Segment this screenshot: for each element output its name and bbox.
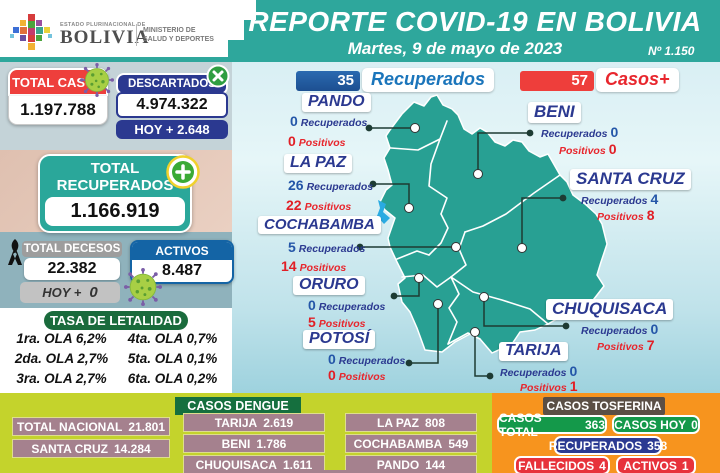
daily-recuperados-label: Recuperados [362,68,495,92]
tosferina-fallecidos: FALLECIDOS 4 [514,456,610,473]
page-title: REPORTE COVID-19 EN BOLIVIA [248,6,702,37]
dept-santacruz-positivos: Positivos 8 [597,207,655,223]
total-recuperados-card: TOTAL RECUPERADOS 1.166.919 [38,154,192,233]
dept-lapaz-recuperados: 26 Recuperados [288,177,374,193]
dept-potosi-recuperados: 0 Recuperados [328,351,406,367]
bottom-panel: CASOS DENGUE TOTAL NACIONAL 21.801 SANTA … [0,393,720,473]
dept-oruro-label: ORURO [293,276,365,295]
dept-santacruz-recuperados: Recuperados 4 [581,191,659,207]
dept-cochabamba-recuperados: 5 Recuperados [288,239,366,255]
logo-ministry-name: MINISTERIO DE SALUD Y DEPORTES [143,27,214,43]
dept-cochabamba-label: COCHABAMBA [258,216,381,234]
virus-icon [80,63,114,97]
dept-lapaz-positivos: 22 Positivos [286,197,352,213]
logo-pretitle: ESTADO PLURINACIONAL DE [60,22,146,28]
dengue-row-cochabamba: COCHABAMBA 549 [345,434,477,453]
letalidad-cell: 3ra. OLA 2,7% [16,371,107,386]
dept-tarija-label: TARIJA [499,342,568,361]
dept-beni-recuperados: Recuperados 0 [541,124,619,140]
header-step-shape [228,0,244,40]
dept-chuquisaca-recuperados: Recuperados 0 [581,321,659,337]
dengue-title: CASOS DENGUE [175,397,301,415]
report-date: Martes, 9 de mayo de 2023 [347,39,563,58]
tosferina-casos-hoy: CASOS HOY 0 [612,415,700,434]
daily-casos-label: Casos+ [596,68,679,92]
bottom-partial-row [186,470,450,473]
dept-beni-label: BENI [528,102,581,123]
dengue-row-pando: PANDO 144 [345,455,477,473]
virus-icon [124,268,162,306]
ministry-logo-block: ESTADO PLURINACIONAL DE BOLIVIA MINISTER… [0,0,228,57]
dengue-row-chuquisaca: CHUQUISACA 1.611 [183,455,325,473]
bolivia-emblem-icon [10,14,52,50]
tosferina-title: CASOS TOSFERINA [543,397,665,415]
activos-card: ACTIVOS 8.487 [130,240,234,284]
total-casos-value: 1.197.788 [8,96,108,125]
total-decesos-label: TOTAL DECESOS [22,241,122,257]
circle-plus-icon [166,155,200,189]
dept-santacruz-label: SANTA CRUZ [570,169,691,190]
report-number: Nº 1.150 [648,44,695,58]
letalidad-cell: 1ra. OLA 6,2% [16,331,107,346]
logo-country-name: BOLIVIA [60,27,150,48]
dept-pando-positivos: 0 Positivos [288,133,346,149]
circle-x-icon [206,64,230,88]
letalidad-cell: 5ta. OLA 0,1% [127,351,218,366]
dengue-row-beni: BENI 1.786 [183,434,325,453]
dept-tarija-recuperados: Recuperados 0 [500,363,578,379]
logo-divider [136,24,137,46]
dengue-row-santacruz: SANTA CRUZ 14.284 [12,439,170,458]
dept-chuquisaca-label: CHUQUISACA [546,299,674,320]
dept-pando-recuperados: 0 Recuperados [290,113,368,129]
descartados-card: DESCARTADOS 4.974.322 HOY + 2.648 [116,73,228,139]
header-step-shape [244,0,256,20]
dengue-row-tarija: TARIJA 2.619 [183,413,325,432]
dengue-row-lapaz: LA PAZ 808 [345,413,477,432]
decesos-today: HOY +0 [20,282,120,303]
tosferina-panel: CASOS TOSFERINA CASOS TOTAL 363 CASOS HOY… [492,393,720,473]
dept-tarija-positivos: Positivos 1 [520,378,578,394]
dept-potosi-label: POTOSÍ [303,330,376,349]
activos-value: 8.487 [161,262,203,279]
dept-pando-label: PANDO [302,93,371,112]
daily-casos-value: 57 [520,71,594,91]
tosferina-casos-total: CASOS TOTAL 363 [497,410,607,439]
dept-chuquisaca-positivos: Positivos 7 [597,337,655,353]
letalidad-cell: 2da. OLA 2,7% [14,351,109,366]
total-recuperados-value: 1.166.919 [45,197,185,226]
dept-lapaz-label: LA PAZ [284,154,352,173]
letalidad-cell: 4ta. OLA 0,7% [127,331,218,346]
mourning-ribbon-icon [8,239,22,265]
dept-cochabamba-positivos: 14 Positivos [281,258,347,274]
total-decesos-value: 22.382 [24,258,120,280]
tosferina-activos: ACTIVOS 1 [616,456,696,473]
descartados-value: 4.974.322 [116,92,228,118]
letalidad-cell: 6ta. OLA 0,2% [127,371,218,386]
letalidad-title: TASA DE LETALIDAD [44,311,188,330]
dengue-row-total-nacional: TOTAL NACIONAL 21.801 [12,417,170,436]
daily-recuperados-value: 35 [296,71,360,91]
dept-oruro-recuperados: 0 Recuperados [308,297,386,313]
dept-beni-positivos: Positivos 0 [559,141,617,157]
descartados-today: HOY + 2.648 [116,120,228,139]
dept-potosi-positivos: 0 Positivos [328,367,386,383]
tosferina-recuperados: RECUPERADOS 358 [549,436,667,455]
report-header: ESTADO PLURINACIONAL DE BOLIVIA MINISTER… [0,0,720,62]
letalidad-table: 1ra. OLA 6,2% 4ta. OLA 0,7% 2da. OLA 2,7… [6,331,228,386]
total-recuperados-label: TOTAL RECUPERADOS [56,160,174,194]
dept-oruro-positivos: 5 Positivos [308,314,366,330]
activos-label: ACTIVOS [132,242,232,260]
